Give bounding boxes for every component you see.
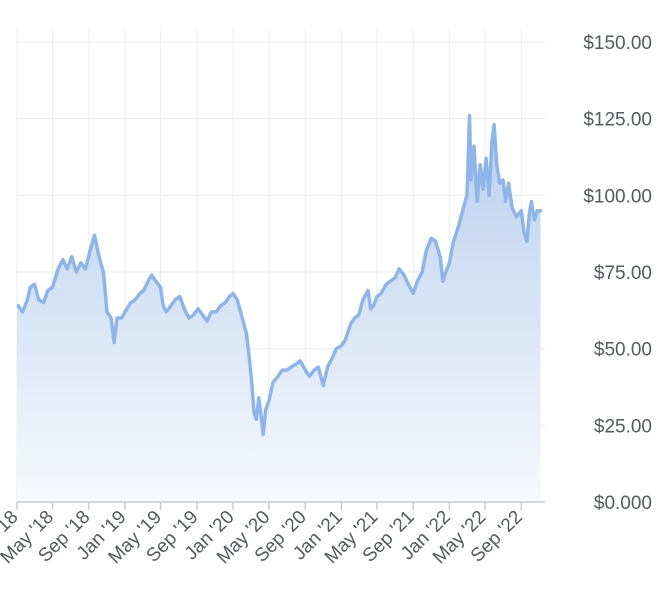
price-area-fill bbox=[17, 115, 541, 502]
price-line bbox=[17, 113, 543, 437]
x-axis-tick-marks bbox=[16, 502, 523, 510]
y-tick-label-3: $75.00 bbox=[594, 263, 652, 284]
y-tick-label-5: $125.00 bbox=[583, 110, 652, 131]
y-tick-label-4: $100.00 bbox=[583, 186, 652, 207]
y-tick-label-1: $25.00 bbox=[594, 416, 652, 437]
y-tick-label-6: $150.00 bbox=[583, 33, 652, 54]
y-tick-label-2: $50.00 bbox=[594, 340, 652, 361]
y-axis-tick-labels: $0.000 $25.00 $50.00 $75.00 $100.00 $125.00 $1… bbox=[583, 33, 652, 514]
y-tick-label-0: $0.000 bbox=[594, 493, 652, 514]
